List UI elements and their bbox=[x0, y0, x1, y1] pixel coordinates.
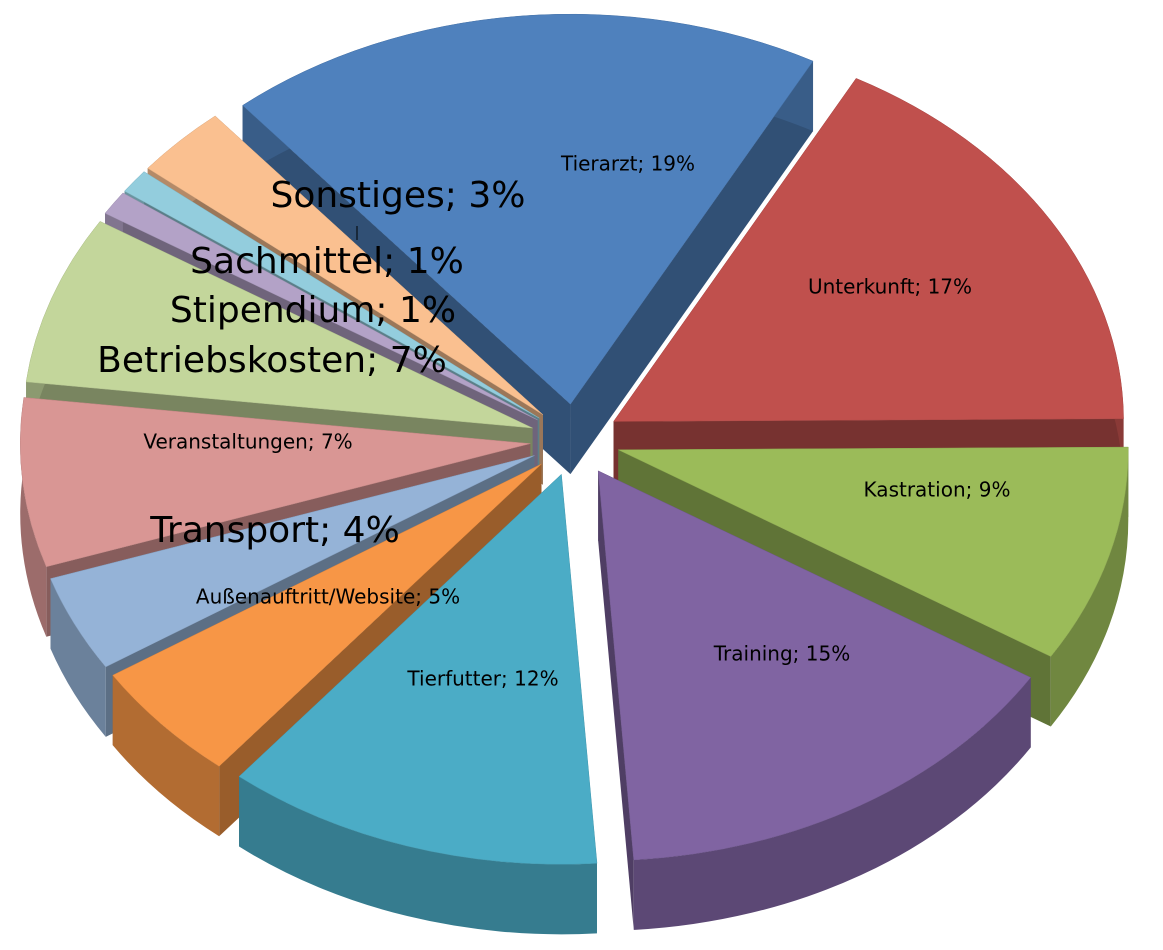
slice-side bbox=[20, 397, 47, 637]
slice bbox=[613, 78, 1124, 422]
slice bbox=[147, 115, 544, 415]
slice bbox=[25, 221, 533, 429]
data-label: Transport; 4% bbox=[149, 510, 400, 551]
slice-side bbox=[633, 677, 1031, 930]
slice bbox=[242, 13, 814, 405]
data-label: Sonstiges; 3% bbox=[270, 175, 525, 216]
slice bbox=[597, 470, 1032, 861]
data-label: Tierarzt; 19% bbox=[560, 152, 695, 176]
slice bbox=[19, 397, 531, 568]
data-label: Training; 15% bbox=[713, 642, 850, 666]
slice-side bbox=[112, 675, 220, 837]
slice bbox=[124, 171, 540, 419]
slice-side bbox=[50, 578, 106, 737]
data-label: Veranstaltungen; 7% bbox=[143, 430, 352, 454]
slice bbox=[238, 473, 598, 865]
slice-side bbox=[1050, 447, 1129, 727]
data-label: Stipendium; 1% bbox=[170, 290, 456, 331]
slice-side bbox=[239, 776, 597, 935]
data-label: Tierfutter; 12% bbox=[406, 667, 558, 691]
slice-side bbox=[598, 470, 634, 930]
data-label: Betriebskosten; 7% bbox=[97, 340, 447, 381]
slice-side bbox=[570, 61, 814, 475]
data-label: Sachmittel; 1% bbox=[190, 241, 464, 282]
slice bbox=[104, 192, 538, 421]
data-label: Kastration; 9% bbox=[864, 478, 1011, 502]
slice bbox=[50, 455, 535, 668]
data-label: Unterkunft; 17% bbox=[808, 275, 972, 299]
slice bbox=[112, 463, 542, 767]
data-label: Außenauftritt/Website; 5% bbox=[196, 585, 460, 609]
slice bbox=[618, 446, 1129, 657]
